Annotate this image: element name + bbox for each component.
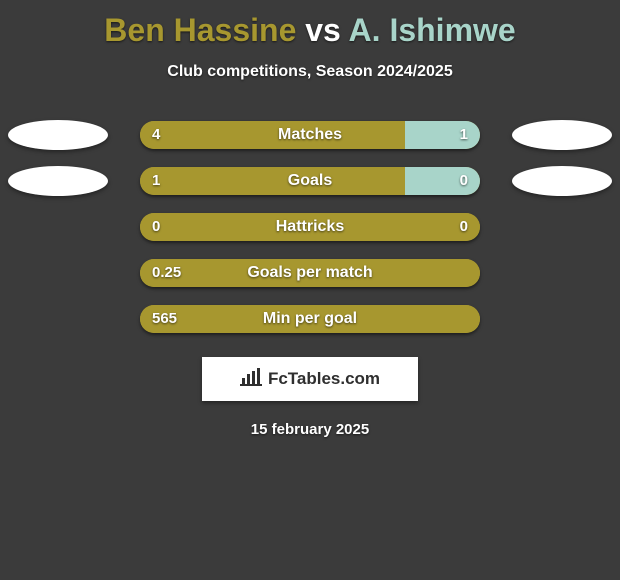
stat-bar-left bbox=[140, 167, 405, 195]
team-circle-right bbox=[512, 166, 612, 196]
stat-row: 0.25Goals per match bbox=[0, 259, 620, 287]
stat-bar-track: 41Matches bbox=[140, 121, 480, 149]
stat-bar-track: 565Min per goal bbox=[140, 305, 480, 333]
stat-bar-right bbox=[405, 167, 480, 195]
team-circle-left bbox=[8, 120, 108, 150]
bar-chart-icon bbox=[240, 368, 262, 391]
stat-bar-left bbox=[140, 121, 405, 149]
stat-bars: 41Matches 10Goals 00Hattricks 0.25Goals per… bbox=[0, 121, 620, 333]
date-label: 15 february 2025 bbox=[251, 421, 369, 438]
stat-bar-track: 0.25Goals per match bbox=[140, 259, 480, 287]
stat-bar-track: 10Goals bbox=[140, 167, 480, 195]
team-circle-right bbox=[512, 120, 612, 150]
stat-bar-right bbox=[405, 121, 480, 149]
branding-text: FcTables.com bbox=[268, 369, 380, 389]
stat-bar-track: 00Hattricks bbox=[140, 213, 480, 241]
stat-row: 10Goals bbox=[0, 167, 620, 195]
subtitle: Club competitions, Season 2024/2025 bbox=[167, 63, 452, 81]
stat-row: 41Matches bbox=[0, 121, 620, 149]
stat-bar-left bbox=[140, 213, 480, 241]
stat-bar-left bbox=[140, 305, 480, 333]
branding-badge: FcTables.com bbox=[202, 357, 418, 401]
title-player1: Ben Hassine bbox=[104, 12, 296, 48]
page-title: Ben Hassine vs A. Ishimwe bbox=[104, 12, 515, 49]
stat-row: 00Hattricks bbox=[0, 213, 620, 241]
stat-row: 565Min per goal bbox=[0, 305, 620, 333]
title-vs: vs bbox=[305, 12, 341, 48]
comparison-infographic: Ben Hassine vs A. Ishimwe Club competiti… bbox=[0, 0, 620, 438]
title-player2: A. Ishimwe bbox=[349, 12, 516, 48]
stat-bar-left bbox=[140, 259, 480, 287]
team-circle-left bbox=[8, 166, 108, 196]
